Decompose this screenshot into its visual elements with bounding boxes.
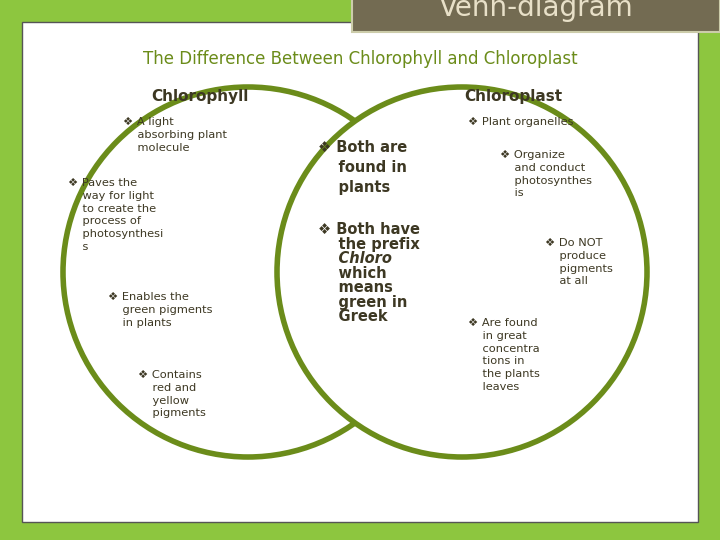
- Text: Greek: Greek: [318, 309, 387, 324]
- Text: Chlorophyll: Chlorophyll: [151, 89, 248, 104]
- Text: ❖ Do NOT
    produce
    pigments
    at all: ❖ Do NOT produce pigments at all: [545, 238, 613, 286]
- Text: ❖ Plant organelles: ❖ Plant organelles: [468, 117, 574, 127]
- Text: ❖ Paves the
    way for light
    to create the
    process of
    photosynthesi: ❖ Paves the way for light to create the …: [68, 178, 163, 252]
- Text: means: means: [318, 280, 393, 295]
- Text: ❖ Organize
    and conduct
    photosynthes
    is: ❖ Organize and conduct photosynthes is: [500, 150, 592, 198]
- Text: ❖ Both have: ❖ Both have: [318, 222, 420, 237]
- Text: which: which: [318, 266, 387, 280]
- Text: ❖ Are found
    in great
    concentra
    tions in
    the plants
    leaves: ❖ Are found in great concentra tions in …: [468, 318, 540, 392]
- Text: Chloro: Chloro: [318, 251, 392, 266]
- Circle shape: [63, 87, 433, 457]
- Text: Chloroplast: Chloroplast: [464, 89, 562, 104]
- Circle shape: [277, 87, 647, 457]
- Text: ❖ Contains
    red and
    yellow
    pigments: ❖ Contains red and yellow pigments: [138, 370, 206, 418]
- Text: green in: green in: [318, 294, 408, 309]
- Text: Venn-diagram: Venn-diagram: [438, 0, 634, 22]
- Text: the prefix: the prefix: [318, 237, 420, 252]
- Text: The Difference Between Chlorophyll and Chloroplast: The Difference Between Chlorophyll and C…: [143, 50, 577, 68]
- Text: ❖ Enables the
    green pigments
    in plants: ❖ Enables the green pigments in plants: [108, 292, 212, 328]
- Text: ❖ Both are
    found in
    plants: ❖ Both are found in plants: [318, 140, 408, 194]
- Bar: [352, 0, 720, 32]
- Text: ❖ A light
    absorbing plant
    molecule: ❖ A light absorbing plant molecule: [123, 117, 227, 153]
